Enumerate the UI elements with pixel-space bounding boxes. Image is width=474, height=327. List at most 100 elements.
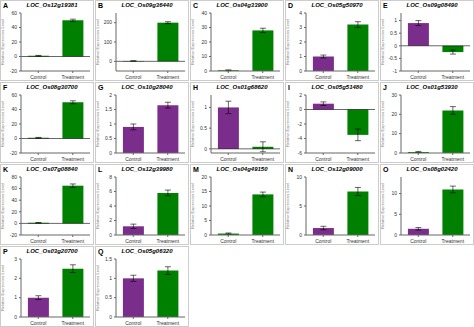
svg-text:Relative Expression Level: Relative Expression Level <box>381 183 385 229</box>
svg-text:Relative Expression Level: Relative Expression Level <box>191 19 195 65</box>
svg-text:20: 20 <box>201 174 207 180</box>
svg-text:0: 0 <box>204 146 207 152</box>
svg-text:0: 0 <box>299 232 302 238</box>
svg-text:0: 0 <box>14 220 17 226</box>
svg-text:Control: Control <box>125 156 141 162</box>
svg-text:Control: Control <box>30 74 46 80</box>
svg-text:1: 1 <box>109 275 112 281</box>
svg-text:0.5: 0.5 <box>390 30 397 36</box>
svg-text:Control: Control <box>315 156 331 162</box>
svg-text:Treatment: Treatment <box>441 156 464 162</box>
svg-text:60: 60 <box>11 10 17 16</box>
svg-text:Treatment: Treatment <box>346 74 369 80</box>
svg-text:200: 200 <box>104 19 113 25</box>
svg-text:-6: -6 <box>298 150 303 156</box>
svg-text:Treatment: Treatment <box>441 238 464 244</box>
svg-text:60: 60 <box>11 185 17 191</box>
svg-text:5: 5 <box>299 203 302 209</box>
svg-text:4: 4 <box>299 10 302 16</box>
svg-text:5: 5 <box>204 217 207 223</box>
svg-text:-20: -20 <box>10 232 17 238</box>
svg-text:Relative Expression Level: Relative Expression Level <box>96 19 100 65</box>
svg-text:40: 40 <box>11 24 17 30</box>
svg-text:2: 2 <box>14 275 17 281</box>
svg-text:0.5: 0.5 <box>200 125 207 131</box>
svg-text:Treatment: Treatment <box>61 320 84 326</box>
svg-text:1.5: 1.5 <box>105 256 112 262</box>
svg-text:Relative Expression Level: Relative Expression Level <box>286 101 290 147</box>
svg-text:Relative Expression Level: Relative Expression Level <box>191 101 195 147</box>
svg-text:Control: Control <box>220 74 236 80</box>
svg-text:20: 20 <box>391 111 397 117</box>
svg-text:-0.5: -0.5 <box>388 55 397 61</box>
svg-text:Treatment: Treatment <box>156 238 179 244</box>
svg-text:4: 4 <box>109 203 112 209</box>
svg-text:0: 0 <box>394 232 397 238</box>
svg-text:20: 20 <box>11 121 17 127</box>
svg-text:Control: Control <box>30 238 46 244</box>
svg-text:0: 0 <box>109 150 112 156</box>
svg-text:20: 20 <box>11 39 17 45</box>
svg-text:5: 5 <box>394 211 397 217</box>
svg-text:0: 0 <box>14 314 17 320</box>
svg-text:Relative Expression Level: Relative Expression Level <box>96 183 100 229</box>
svg-text:3: 3 <box>14 256 17 262</box>
svg-text:Control: Control <box>315 74 331 80</box>
svg-text:Treatment: Treatment <box>346 156 369 162</box>
svg-text:-2: -2 <box>298 121 303 127</box>
svg-text:10: 10 <box>201 53 207 59</box>
svg-text:Treatment: Treatment <box>61 156 84 162</box>
svg-text:Control: Control <box>410 156 426 162</box>
svg-text:1: 1 <box>394 17 397 23</box>
svg-text:Treatment: Treatment <box>251 156 274 162</box>
svg-text:Treatment: Treatment <box>251 74 274 80</box>
svg-text:Treatment: Treatment <box>156 320 179 326</box>
svg-text:Treatment: Treatment <box>156 156 179 162</box>
svg-text:3: 3 <box>299 24 302 30</box>
svg-text:Control: Control <box>315 238 331 244</box>
svg-text:0.5: 0.5 <box>105 135 112 141</box>
svg-text:1: 1 <box>14 294 17 300</box>
svg-text:10: 10 <box>391 130 397 136</box>
svg-text:Relative Expression Level: Relative Expression Level <box>96 101 100 147</box>
svg-text:1.5: 1.5 <box>105 106 112 112</box>
svg-text:8: 8 <box>109 174 112 180</box>
svg-text:0: 0 <box>204 232 207 238</box>
svg-text:-20: -20 <box>10 68 17 74</box>
svg-text:Relative Expression Level: Relative Expression Level <box>286 19 290 65</box>
svg-text:0: 0 <box>299 68 302 74</box>
svg-text:0: 0 <box>14 135 17 141</box>
svg-text:Treatment: Treatment <box>441 74 464 80</box>
svg-text:20: 20 <box>201 39 207 45</box>
svg-text:-20: -20 <box>10 150 17 156</box>
svg-text:0: 0 <box>394 43 397 49</box>
svg-text:Treatment: Treatment <box>61 238 84 244</box>
svg-text:10: 10 <box>201 203 207 209</box>
svg-text:Control: Control <box>125 238 141 244</box>
svg-text:40: 40 <box>11 106 17 112</box>
svg-text:Relative Expression Level: Relative Expression Level <box>381 19 385 65</box>
svg-text:30: 30 <box>391 92 397 98</box>
svg-text:0: 0 <box>109 58 112 64</box>
svg-text:30: 30 <box>201 24 207 30</box>
svg-text:Control: Control <box>125 74 141 80</box>
svg-text:2: 2 <box>109 92 112 98</box>
svg-text:0: 0 <box>299 106 302 112</box>
svg-text:1: 1 <box>109 121 112 127</box>
svg-text:Control: Control <box>410 238 426 244</box>
svg-text:Relative Expression Level: Relative Expression Level <box>381 101 385 147</box>
svg-text:10: 10 <box>296 174 302 180</box>
svg-text:Control: Control <box>125 320 141 326</box>
svg-text:20: 20 <box>11 209 17 215</box>
svg-text:0.5: 0.5 <box>105 294 112 300</box>
svg-text:2: 2 <box>109 217 112 223</box>
svg-text:0: 0 <box>204 68 207 74</box>
svg-text:6: 6 <box>109 188 112 194</box>
svg-text:100: 100 <box>104 39 113 45</box>
svg-text:40: 40 <box>11 197 17 203</box>
svg-text:Treatment: Treatment <box>61 74 84 80</box>
svg-text:0: 0 <box>109 232 112 238</box>
svg-text:80: 80 <box>11 174 17 180</box>
svg-text:Relative Expression Level: Relative Expression Level <box>286 183 290 229</box>
svg-text:10: 10 <box>391 190 397 196</box>
